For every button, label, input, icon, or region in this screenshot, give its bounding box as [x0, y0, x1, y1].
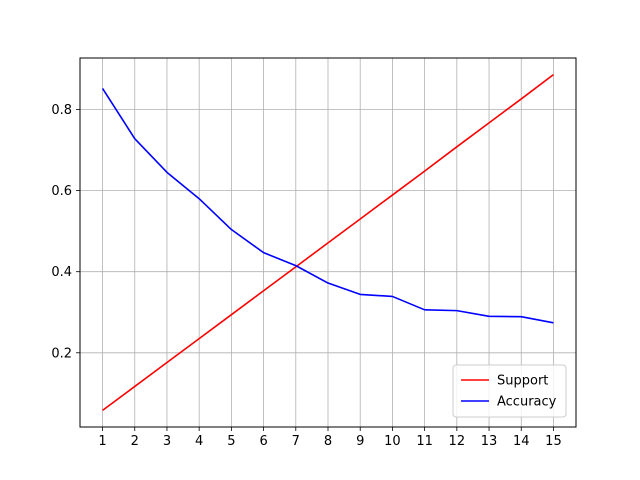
x-tick-label: 2	[131, 434, 139, 449]
x-tick-label: 1	[98, 434, 106, 449]
y-tick-label: 0.2	[51, 346, 72, 361]
legend-label-accuracy: Accuracy	[497, 395, 557, 410]
series-line-support	[102, 73, 554, 412]
x-tick-label: 15	[545, 434, 562, 449]
x-tick-label: 3	[163, 434, 171, 449]
x-tick-label: 14	[513, 434, 530, 449]
x-tick-label: 9	[356, 434, 364, 449]
legend-label-support: Support	[497, 374, 548, 389]
x-tick-label: 10	[384, 434, 401, 449]
grid	[80, 58, 576, 427]
series-lines	[101, 73, 554, 412]
x-tick-label: 7	[292, 434, 300, 449]
x-tick-label: 8	[324, 434, 332, 449]
x-tick-label: 5	[227, 434, 235, 449]
x-tick-label: 4	[195, 434, 203, 449]
y-tick-label: 0.6	[51, 184, 72, 199]
x-tick-label: 6	[259, 434, 267, 449]
legend: Support Accuracy	[452, 364, 567, 418]
x-tick-label: 11	[416, 434, 433, 449]
x-tick-label: 12	[449, 434, 466, 449]
legend-box	[452, 364, 567, 418]
x-tick-label: 13	[481, 434, 498, 449]
y-tick-label: 0.4	[51, 265, 72, 280]
y-tick-label: 0.8	[51, 103, 72, 118]
ticks: 1 2 3 4 5 6 7 8 9 10 11 12 13 14 150.20.40.60.8	[51, 103, 561, 449]
series-line-accuracy	[101, 87, 554, 324]
